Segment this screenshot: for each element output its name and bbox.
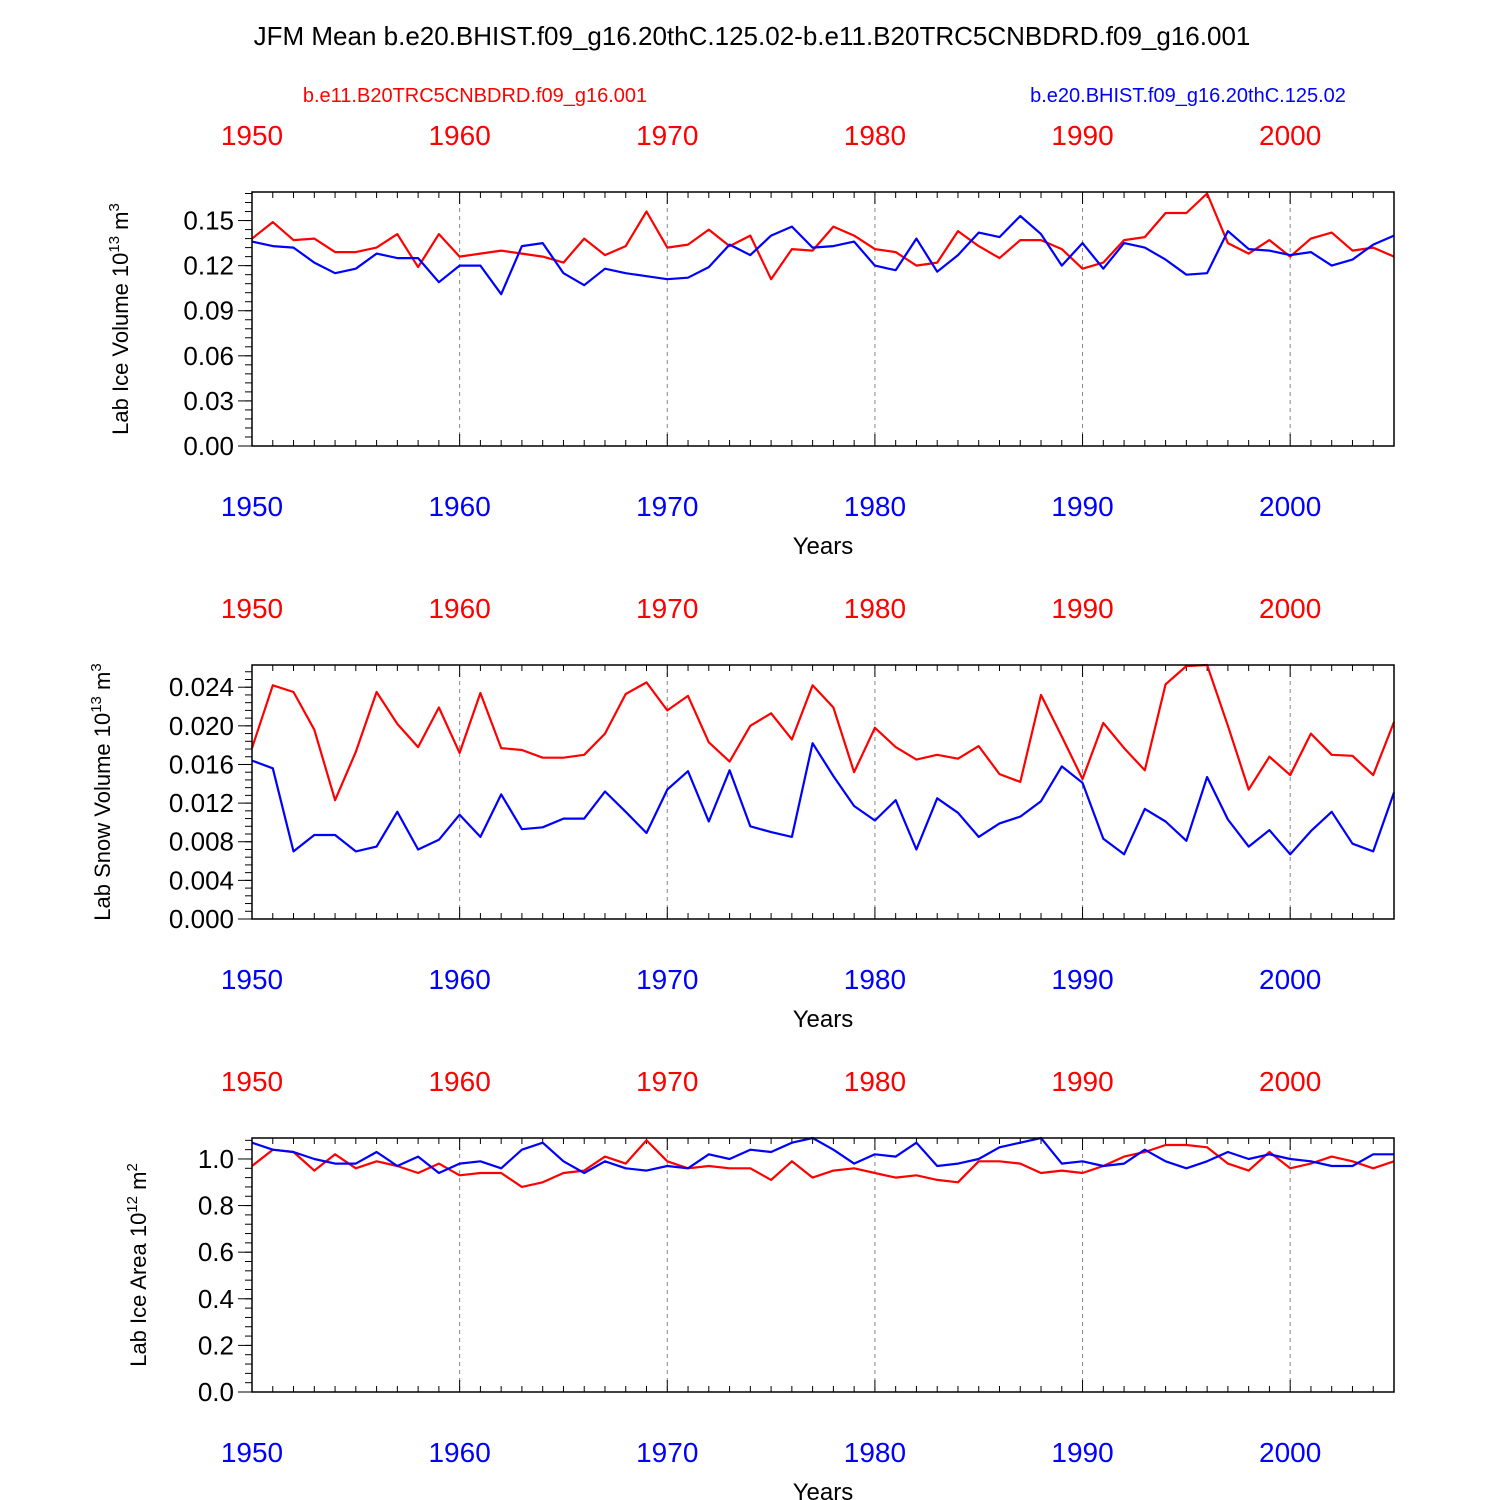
x-tick-label-bottom: 2000	[1259, 1437, 1321, 1468]
y-tick-label: 0.8	[198, 1191, 234, 1221]
x-axis-label: Years	[793, 1006, 854, 1033]
x-tick-label-bottom: 1960	[428, 1437, 490, 1468]
y-tick-label: 0.012	[169, 788, 234, 818]
x-tick-label-bottom: 1950	[221, 1437, 283, 1468]
y-tick-label: 0.2	[198, 1330, 234, 1360]
x-tick-label-top: 1960	[428, 1066, 490, 1097]
x-tick-label-top: 2000	[1259, 120, 1321, 151]
y-tick-label: 0.008	[169, 827, 234, 857]
plot-frame	[251, 664, 1395, 920]
x-tick-label-bottom: 1990	[1051, 1437, 1113, 1468]
y-tick-label: 0.020	[169, 711, 234, 741]
y-tick-label: 0.016	[169, 749, 234, 779]
y-tick-label: 0.4	[198, 1284, 234, 1314]
x-tick-label-bottom: 1980	[844, 1437, 906, 1468]
y-tick-label: 0.12	[183, 251, 234, 281]
y-axis-label: Lab Snow Volume 1013 m3	[88, 663, 115, 920]
x-tick-label-bottom: 1970	[636, 1437, 698, 1468]
series-line-blue	[251, 214, 1395, 296]
y-tick-label: 0.000	[169, 904, 234, 934]
x-tick-label-top: 2000	[1259, 1066, 1321, 1097]
x-tick-label-bottom: 1950	[221, 491, 283, 522]
x-tick-label-bottom: 1960	[428, 964, 490, 995]
panel-1: 0.00 0.03 0.06 0.09 0.12 0.15 1950 1950 1960 1960…	[106, 120, 1395, 560]
y-tick-label: 0.06	[183, 341, 234, 371]
x-tick-label-top: 1950	[221, 120, 283, 151]
legend-label-left: b.e11.B20TRC5CNBDRD.f09_g16.001	[303, 85, 647, 107]
x-tick-label-bottom: 1970	[636, 491, 698, 522]
x-axis-label: Years	[793, 533, 854, 560]
y-tick-label: 0.03	[183, 386, 234, 416]
y-tick-label: 0.6	[198, 1237, 234, 1267]
panel-2: 0.000 0.004 0.008 0.012 0.016 0.020 0.024 1950 1…	[88, 593, 1396, 1033]
legend-label-right: b.e20.BHIST.f09_g16.20thC.125.02	[1030, 85, 1346, 107]
panel-3: 0.0 0.2 0.4 0.6 0.8 1.0 1950 1950 1960 1960 1970 19…	[124, 1066, 1395, 1500]
x-tick-label-top: 1980	[844, 120, 906, 151]
panels: 0.00 0.03 0.06 0.09 0.12 0.15 1950 1950 1960 1960…	[88, 120, 1396, 1500]
x-tick-label-bottom: 1950	[221, 964, 283, 995]
x-tick-label-top: 1970	[636, 120, 698, 151]
x-tick-label-bottom: 1970	[636, 964, 698, 995]
x-tick-label-bottom: 1990	[1051, 964, 1113, 995]
x-tick-label-top: 1980	[844, 1066, 906, 1097]
x-tick-label-top: 1960	[428, 593, 490, 624]
x-tick-label-top: 2000	[1259, 593, 1321, 624]
y-tick-label: 0.15	[183, 206, 234, 236]
y-tick-label: 0.0	[198, 1377, 234, 1407]
y-axis-label: Lab Ice Area 1012 m2	[124, 1163, 151, 1367]
y-axis-label: Lab Ice Volume 1013 m3	[106, 203, 133, 435]
series-line-blue	[251, 742, 1396, 856]
x-tick-label-bottom: 2000	[1259, 964, 1321, 995]
y-tick-label: 1.0	[198, 1144, 234, 1174]
x-tick-label-top: 1980	[844, 593, 906, 624]
x-tick-label-bottom: 1960	[428, 491, 490, 522]
x-tick-label-bottom: 1990	[1051, 491, 1113, 522]
x-tick-label-bottom: 2000	[1259, 491, 1321, 522]
x-tick-label-top: 1990	[1051, 1066, 1113, 1097]
x-axis-label: Years	[793, 1479, 854, 1500]
x-tick-label-top: 1990	[1051, 593, 1113, 624]
plot-frame	[251, 191, 1395, 447]
series-line-red	[251, 192, 1395, 281]
x-tick-label-bottom: 1980	[844, 491, 906, 522]
x-tick-label-top: 1970	[636, 1066, 698, 1097]
series-line-red	[250, 663, 1396, 802]
series-line-red	[251, 1139, 1395, 1189]
x-tick-label-bottom: 1980	[844, 964, 906, 995]
y-tick-label: 0.09	[183, 296, 234, 326]
y-tick-label: 0.00	[183, 431, 234, 461]
x-tick-label-top: 1970	[636, 593, 698, 624]
series-line-blue	[251, 1136, 1394, 1175]
plot-frame	[251, 1137, 1395, 1393]
x-tick-label-top: 1950	[221, 1066, 283, 1097]
y-tick-label: 0.024	[169, 672, 234, 702]
x-tick-label-top: 1960	[428, 120, 490, 151]
figure-title: JFM Mean b.e20.BHIST.f09_g16.20thC.125.0…	[254, 21, 1251, 51]
x-tick-label-top: 1950	[221, 593, 283, 624]
y-tick-label: 0.004	[169, 865, 234, 895]
x-tick-label-top: 1990	[1051, 120, 1113, 151]
